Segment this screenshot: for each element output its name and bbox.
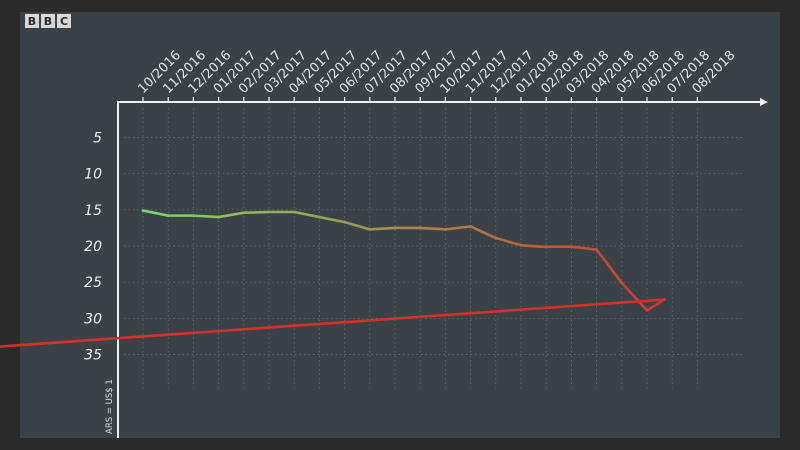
series-line-segment (217, 211, 246, 219)
series-line-segment (595, 248, 624, 285)
y-tick-label: 30 (84, 311, 102, 327)
series-line-segment (469, 225, 498, 240)
logo-letter: B (41, 14, 55, 28)
y-axis-label: ARS = US$ 1 (105, 379, 115, 434)
data-point (0, 345, 2, 348)
data-point (141, 209, 145, 212)
y-tick-label: 20 (84, 239, 102, 255)
data-point (494, 236, 498, 240)
series-line-segment (141, 209, 170, 217)
y-tick-label: 25 (84, 275, 102, 291)
data-point (292, 210, 296, 214)
data-point (595, 248, 598, 251)
series-line-segment (494, 236, 523, 247)
data-point (418, 226, 422, 230)
series-line-segment (418, 226, 447, 231)
series-line-segment (444, 225, 472, 231)
data-point (267, 210, 271, 214)
data-point (393, 226, 397, 230)
series-line-segment (242, 210, 271, 215)
series-line-segment (368, 226, 397, 231)
logo-letter: B (25, 14, 39, 28)
series-line-segment (343, 220, 372, 231)
series-line-segment (192, 214, 220, 219)
data-point (343, 220, 346, 224)
data-point (519, 243, 523, 247)
y-tick-label: 15 (84, 203, 102, 219)
x-axis-arrow-icon (760, 98, 768, 106)
series-line-segment (519, 243, 543, 249)
data-point (217, 215, 220, 219)
data-point (469, 225, 472, 228)
y-tick-label: 5 (93, 131, 102, 147)
data-point (620, 281, 624, 285)
data-point (663, 298, 666, 301)
data-point (539, 245, 543, 249)
data-point (166, 214, 170, 217)
data-point (318, 215, 321, 219)
data-point (570, 245, 573, 249)
series-line-segment (0, 298, 666, 348)
data-point (444, 228, 447, 231)
data-point (242, 211, 246, 215)
y-tick-label: 10 (84, 167, 102, 183)
y-tick-label: 35 (84, 348, 102, 364)
series-line-segment (620, 281, 649, 312)
data-point (645, 309, 649, 312)
series-line-segment (645, 298, 666, 312)
chart-frame (20, 12, 780, 438)
series-line-segment (318, 215, 346, 224)
series-line-segment (570, 245, 598, 251)
logo-letter: C (57, 14, 71, 28)
series-line-segment (292, 210, 321, 219)
bbc-logo: B B C (25, 14, 71, 28)
data-point (368, 228, 372, 231)
data-point (192, 214, 195, 217)
